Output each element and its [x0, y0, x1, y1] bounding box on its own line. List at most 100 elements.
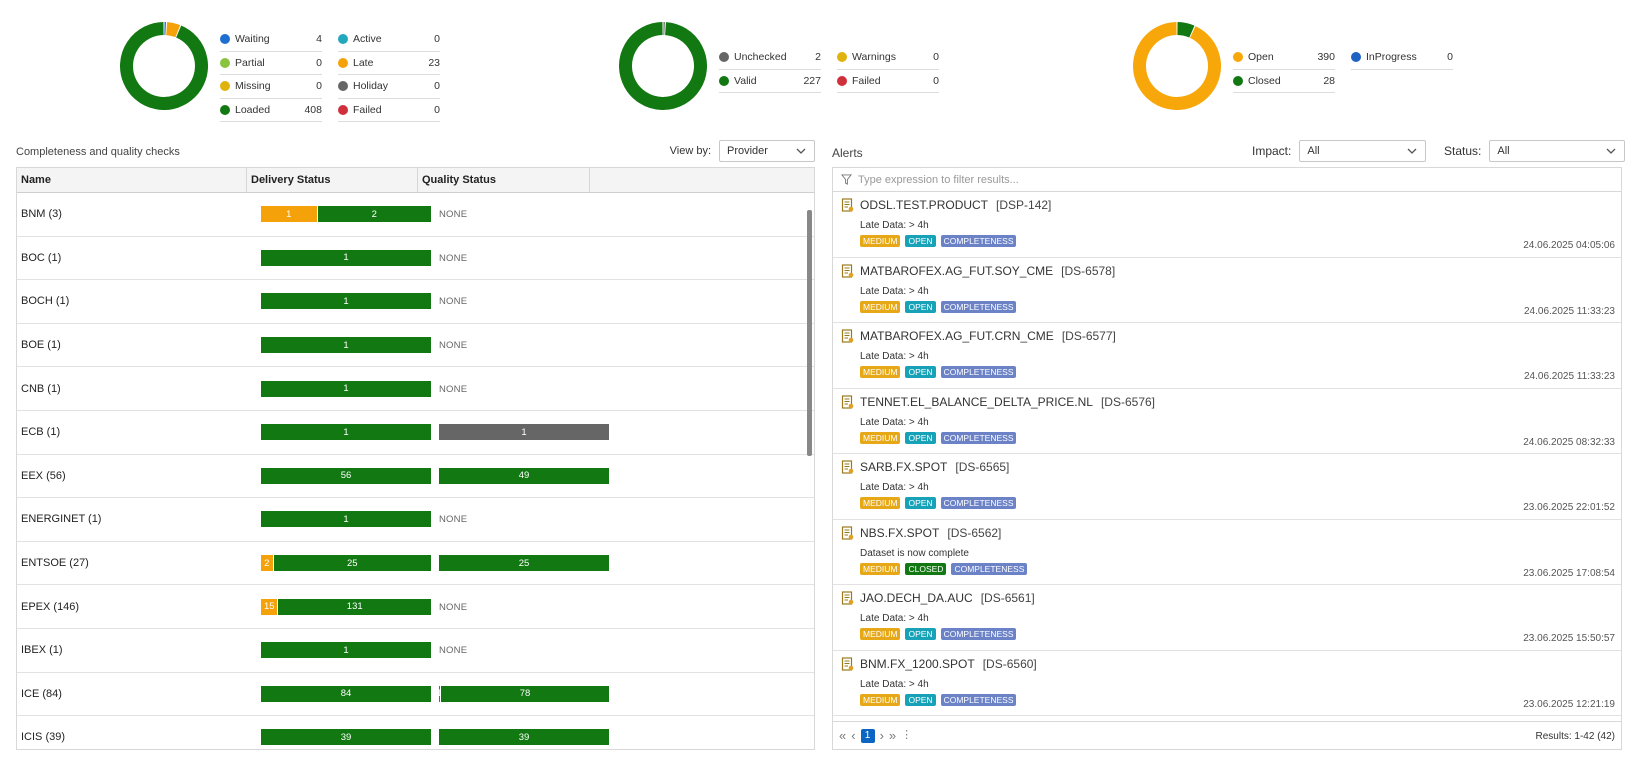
impact-select[interactable]: All [1299, 140, 1427, 162]
alert-item[interactable]: MATBAROFEX.AG_FUT.SOY_CME [DS-6578] Late D… [833, 258, 1621, 323]
legend-item-holiday[interactable]: Holiday 0 [338, 75, 440, 99]
donut-slice[interactable] [619, 22, 707, 110]
legend-item-closed[interactable]: Closed 28 [1233, 70, 1335, 93]
alert-dataset-name[interactable]: NBS.FX.SPOT [860, 525, 940, 540]
legend-item-valid[interactable]: Valid 227 [719, 70, 821, 93]
legend-item-unchecked[interactable]: Unchecked 2 [719, 46, 821, 70]
legend-item-active[interactable]: Active 0 [338, 28, 440, 52]
alert-dataset-name[interactable]: MATBAROFEX.AG_FUT.CRN_CME [860, 329, 1054, 343]
status-select[interactable]: All [1489, 140, 1626, 162]
table-row[interactable]: BOC (1) 1 NONE [17, 237, 814, 281]
next-page-button[interactable]: › [879, 728, 884, 743]
alert-dataset-name[interactable]: TENNET.EL_BALANCE_DELTA_PRICE.NL [860, 394, 1093, 409]
alert-item[interactable]: NBS.FX.SPOT [DS-6562] Dataset is now compl… [833, 520, 1621, 585]
legend-item-failed[interactable]: Failed 0 [837, 70, 939, 93]
alert-dataset-name[interactable]: SARB.FX.SPOT [860, 460, 948, 474]
alert-item[interactable]: ODSL.TEST.PRODUCT [DSP-142] Late Data: > 4… [833, 192, 1621, 258]
status-bar-segment[interactable]: 78 [441, 685, 609, 702]
status-bar-segment[interactable]: 39 [439, 729, 609, 746]
table-row[interactable]: IBEX (1) 1 NONE [17, 629, 814, 673]
status-bar-segment[interactable]: 1 [261, 642, 431, 659]
status-bar[interactable]: 1 [261, 642, 431, 659]
more-icon[interactable]: ⋮ [901, 729, 913, 741]
status-bar[interactable]: 1 [261, 380, 431, 397]
status-bar-segment[interactable]: 131 [278, 598, 431, 615]
donut-slice[interactable] [1133, 22, 1221, 110]
alert-item[interactable]: JAO.DECH_DA.AUC [DS-6561] Late Data: > 4h M… [833, 585, 1621, 651]
legend-item-warnings[interactable]: Warnings 0 [837, 46, 939, 70]
status-bar-segment[interactable]: 15 [261, 598, 279, 615]
prev-page-button[interactable]: ‹ [851, 728, 856, 743]
status-bar-segment[interactable]: 1 [439, 424, 609, 441]
legend-item-inprogress[interactable]: InProgress 0 [1351, 46, 1453, 70]
status-bar-segment[interactable]: 1 [261, 380, 431, 397]
status-bar-segment[interactable]: 1 [261, 249, 431, 266]
status-bar[interactable]: 2 25 [261, 555, 431, 572]
status-bar[interactable]: 1 [261, 293, 431, 310]
status-bar-segment[interactable]: 25 [439, 555, 609, 572]
status-bar[interactable]: 56 [261, 467, 431, 484]
last-page-button[interactable]: » [888, 728, 897, 743]
status-bar-segment[interactable]: 1 [261, 293, 431, 310]
table-row[interactable]: ENTSOE (27) 2 25 25 [17, 542, 814, 586]
status-bar-segment[interactable]: 25 [273, 555, 431, 572]
alert-dataset-name[interactable]: ODSL.TEST.PRODUCT [860, 198, 989, 212]
grid-scrollbar[interactable] [807, 210, 812, 456]
column-header-name[interactable]: Name [17, 168, 247, 192]
donut-slice[interactable] [165, 22, 181, 38]
status-bar-segment[interactable]: 2 [261, 555, 274, 572]
legend-item-missing[interactable]: Missing 0 [220, 75, 322, 99]
table-row[interactable]: EEX (56) 56 49 [17, 455, 814, 499]
status-bar[interactable]: 1 [439, 424, 609, 441]
status-bar-segment[interactable]: 1 [261, 424, 431, 441]
status-bar-segment[interactable]: 1 [261, 206, 318, 223]
status-bar-segment[interactable]: 56 [261, 467, 431, 484]
status-bar[interactable]: 1 [261, 511, 431, 528]
donut-slice[interactable] [1177, 22, 1195, 38]
table-row[interactable]: ICIS (39) 39 39 [17, 716, 814, 749]
column-header-quality[interactable]: Quality Status [418, 168, 590, 192]
table-row[interactable]: EPEX (146) 15 131 NONE [17, 585, 814, 629]
status-bar-segment[interactable]: 49 [439, 467, 609, 484]
legend-item-waiting[interactable]: Waiting 4 [220, 28, 322, 52]
status-bar[interactable]: 84 [261, 685, 431, 702]
table-row[interactable]: ICE (84) 84 178 [17, 673, 814, 717]
status-bar-segment[interactable]: 1 [439, 685, 442, 702]
status-bar[interactable]: 49 [439, 467, 609, 484]
status-bar[interactable]: 178 [439, 685, 609, 702]
legend-item-late[interactable]: Late 23 [338, 52, 440, 75]
table-row[interactable]: BNM (3) 1 2 NONE [17, 193, 814, 237]
status-bar[interactable]: 39 [439, 729, 609, 746]
status-bar[interactable]: 1 [261, 424, 431, 441]
alert-item[interactable]: TENNET.EL_BALANCE_DELTA_PRICE.NL [DS-6576… [833, 389, 1621, 454]
column-header-delivery[interactable]: Delivery Status [247, 168, 418, 192]
legend-item-open[interactable]: Open 390 [1233, 46, 1335, 70]
table-row[interactable]: BOCH (1) 1 NONE [17, 280, 814, 324]
status-bar-segment[interactable]: 1 [261, 337, 431, 354]
status-bar[interactable]: 1 [261, 337, 431, 354]
table-row[interactable]: ECB (1) 1 1 [17, 411, 814, 455]
status-bar[interactable]: 15 131 [261, 598, 431, 615]
status-bar-segment[interactable]: 2 [317, 206, 431, 223]
donut-slice[interactable] [120, 22, 208, 110]
table-row[interactable]: BOE (1) 1 NONE [17, 324, 814, 368]
legend-item-loaded[interactable]: Loaded 408 [220, 99, 322, 122]
status-bar[interactable]: 1 [261, 249, 431, 266]
alert-dataset-name[interactable]: JAO.DECH_DA.AUC [860, 591, 973, 605]
legend-item-partial[interactable]: Partial 0 [220, 52, 322, 75]
alert-item[interactable]: MATBAROFEX.AG_FUT.CRN_CME [DS-6577] Late D… [833, 323, 1621, 389]
alert-item[interactable]: BNM.FX_1200.SPOT [DS-6560] Late Data: > 4h… [833, 651, 1621, 716]
status-bar[interactable]: 25 [439, 555, 609, 572]
table-row[interactable]: CNB (1) 1 NONE [17, 367, 814, 411]
first-page-button[interactable]: « [839, 728, 847, 743]
page-number-button[interactable]: 1 [860, 728, 875, 743]
status-bar-segment[interactable]: 1 [261, 511, 431, 528]
alerts-filter-input[interactable] [858, 173, 1458, 186]
alert-dataset-name[interactable]: MATBAROFEX.AG_FUT.SOY_CME [860, 263, 1054, 278]
table-row[interactable]: ENERGINET (1) 1 NONE [17, 498, 814, 542]
legend-item-failed[interactable]: Failed 0 [338, 99, 440, 122]
status-bar-segment[interactable]: 84 [261, 685, 431, 702]
alert-dataset-name[interactable]: BNM.FX_1200.SPOT [860, 656, 975, 671]
view-by-select[interactable]: Provider [719, 140, 815, 162]
